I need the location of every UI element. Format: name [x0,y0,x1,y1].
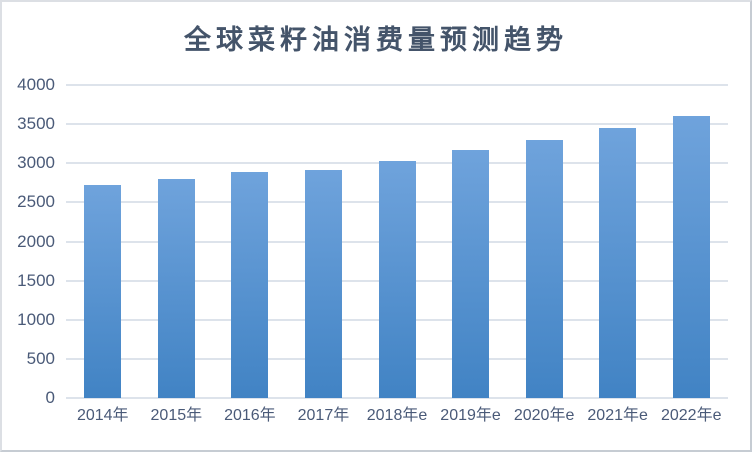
x-axis-label: 2016年 [224,407,276,424]
bar-2020年e [525,139,563,398]
y-axis-label: 3500 [17,114,55,134]
bar-2018年e [378,160,416,398]
chart-title: 全球菜籽油消费量预测趋势 [184,25,568,55]
y-axis-label: 0 [45,388,55,407]
bar-2021年e [599,128,637,398]
bar-2015年 [157,178,195,398]
y-axis-label: 1000 [17,309,55,329]
bar-2022年e [672,116,710,398]
y-axis-label: 500 [26,348,55,368]
y-axis-label: 3000 [17,153,55,173]
x-axis-label: 2014年 [76,407,129,424]
x-axis-label: 2021年e [587,407,648,424]
plot-area [66,84,728,399]
y-axis-label: 2500 [17,192,55,212]
y-axis-label: 4000 [17,75,55,94]
gridline [66,84,728,86]
y-axis-label: 2000 [17,231,55,251]
x-axis-label: 2019年e [440,407,501,424]
x-axis-label: 2018年e [366,407,428,424]
x-axis-label: 2022年e [660,407,722,424]
x-axis-label: 2020年e [513,407,575,424]
x-axis-label: 2015年 [150,407,203,424]
y-axis-label: 1500 [17,270,55,290]
bar-2014年 [84,185,122,398]
x-axis-label: 2017年 [297,407,350,424]
bar-2019年e [452,149,490,398]
bar-2017年 [304,170,342,398]
gridline [66,123,728,126]
x-axis-line [66,397,728,399]
bar-2016年 [231,171,269,398]
